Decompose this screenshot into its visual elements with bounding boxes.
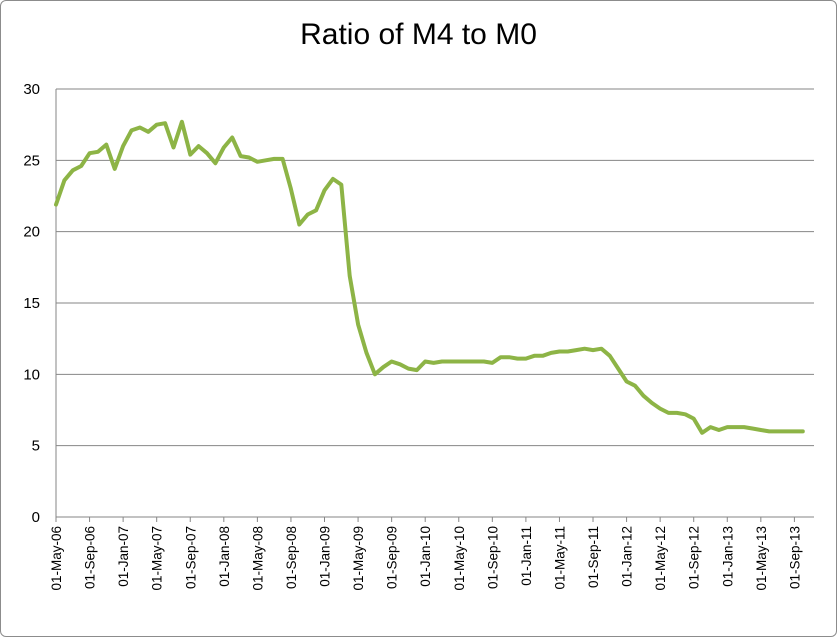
x-tick-label: 01-Sep-10 <box>485 526 500 589</box>
y-tick-label: 15 <box>23 295 40 312</box>
x-tick-label: 01-Jan-13 <box>720 526 735 587</box>
y-tick-label: 25 <box>23 152 40 169</box>
x-tick-label: 01-Sep-07 <box>183 526 198 589</box>
x-tick-label: 01-Jan-11 <box>519 526 534 586</box>
x-tick-label: 01-Sep-13 <box>787 526 802 589</box>
x-tick-label: 01-Sep-09 <box>385 526 400 589</box>
chart-title: Ratio of M4 to M0 <box>300 18 537 51</box>
y-tick-label: 0 <box>32 509 40 526</box>
gridlines <box>56 88 814 447</box>
x-tick-label: 01-May-06 <box>49 526 64 591</box>
x-tick-label: 01-Sep-06 <box>83 526 98 589</box>
x-tick-label: 01-Sep-11 <box>586 526 601 588</box>
x-tick-label: 01-Jan-09 <box>318 526 333 587</box>
x-axis: 01-May-06 01-Sep-06 01-Jan-07 01-May-07 01-S… <box>49 516 814 591</box>
series-layer <box>54 119 805 435</box>
y-tick-label: 10 <box>23 366 40 383</box>
y-axis: 0 5 10 15 20 25 30 <box>23 81 57 526</box>
x-tick-label: 01-May-07 <box>150 526 165 591</box>
x-tick-label: 01-Jan-07 <box>116 526 131 587</box>
series-line <box>54 119 805 435</box>
x-tick-label: 01-May-09 <box>351 526 366 591</box>
x-tick-label: 01-May-13 <box>754 526 769 591</box>
x-tick-label: 01-May-12 <box>653 526 668 591</box>
y-tick-label: 30 <box>23 81 40 98</box>
y-tick-label: 5 <box>32 438 40 455</box>
x-tick-label: 01-Jan-12 <box>620 526 635 587</box>
x-tick-label: 01-May-08 <box>250 526 265 591</box>
x-tick-label: 01-Sep-12 <box>687 526 702 589</box>
x-tick-label: 01-Sep-08 <box>284 526 299 589</box>
x-tick-label: 01-May-10 <box>452 526 467 591</box>
x-tick-label: 01-May-11 <box>552 526 567 590</box>
x-tick-label: 01-Jan-10 <box>418 526 433 587</box>
x-tick-label: 01-Jan-08 <box>217 526 232 587</box>
y-tick-label: 20 <box>23 224 40 241</box>
